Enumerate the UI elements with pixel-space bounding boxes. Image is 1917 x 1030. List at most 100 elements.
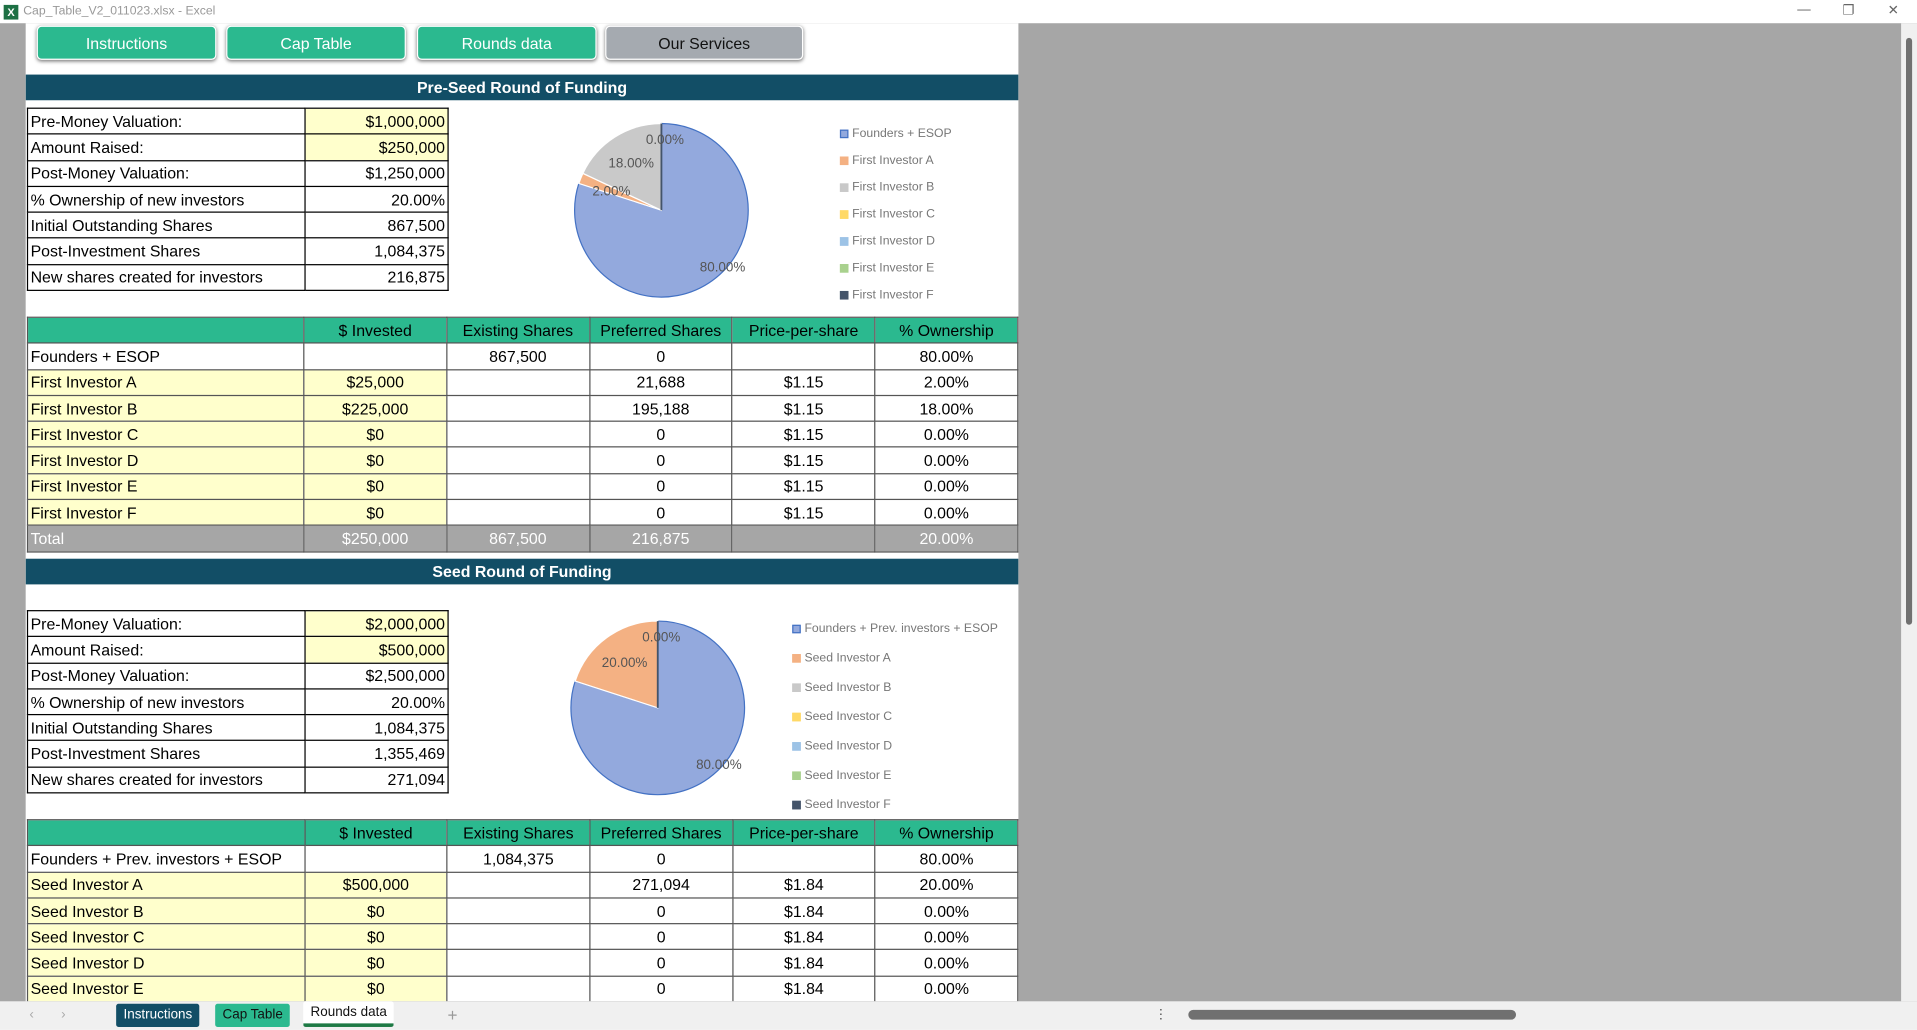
cap-table-button[interactable]: Cap Table — [226, 25, 406, 60]
table-row-cell: $1.15 — [731, 472, 876, 501]
minimize-icon[interactable]: — — [1797, 2, 1811, 18]
table-row-cell[interactable]: $0 — [303, 472, 448, 501]
info-value[interactable]: 20.00% — [304, 688, 449, 716]
total-row-cell: $250,000 — [303, 524, 448, 553]
sheet-tab-instructions[interactable]: Instructions — [116, 1003, 200, 1027]
table-row-cell[interactable]: Seed Investor E — [26, 975, 306, 1002]
info-value[interactable]: 20.00% — [304, 185, 449, 213]
table-row-cell: 0 — [588, 342, 733, 370]
table-row-cell: 0 — [588, 446, 733, 475]
legend-swatch — [792, 770, 801, 780]
info-value[interactable]: 1,084,375 — [304, 714, 449, 742]
table-row-cell: 0 — [588, 472, 733, 501]
info-value[interactable]: 1,355,469 — [304, 740, 449, 768]
info-value[interactable]: $1,000,000 — [304, 107, 449, 135]
legend-label: First Investor F — [852, 287, 934, 302]
total-row-cell: 20.00% — [874, 524, 1019, 553]
add-sheet-button[interactable]: + — [447, 1004, 458, 1025]
info-label: Post-Investment Shares — [26, 740, 306, 768]
table-row-cell[interactable]: First Investor A — [26, 368, 305, 396]
legend-label: Seed Investor E — [804, 768, 892, 782]
info-value[interactable]: 216,875 — [304, 263, 449, 292]
table-row-cell[interactable] — [303, 342, 448, 370]
table-row-cell[interactable] — [304, 845, 448, 873]
table-row: First Investor F $0 0 $1.15 0.00% — [26, 498, 1019, 527]
our-services-button[interactable]: Our Services — [605, 25, 804, 60]
header-row-cell: % Ownership — [874, 819, 1019, 847]
table-row-cell: $1.15 — [731, 368, 876, 396]
table-row-cell[interactable]: First Investor E — [26, 472, 305, 501]
table-row-cell[interactable]: $0 — [303, 446, 448, 475]
table-row: Seed Investor B $0 0 $1.84 0.00% — [26, 897, 1019, 925]
rounds-data-button[interactable]: Rounds data — [416, 25, 597, 60]
header-row-cell — [26, 316, 305, 344]
table-row-cell[interactable]: Founders + ESOP — [26, 342, 305, 370]
info-label: Initial Outstanding Shares — [26, 714, 306, 742]
table-row-cell[interactable]: $25,000 — [303, 368, 448, 396]
next-sheet-icon[interactable]: › — [61, 1007, 66, 1023]
table-row-cell — [446, 975, 591, 1002]
pie-data-label: 20.00% — [602, 655, 648, 670]
table-row-cell: 867,500 — [445, 342, 590, 370]
horizontal-scroll-thumb[interactable] — [1188, 1009, 1516, 1020]
restore-icon[interactable]: ❐ — [1842, 3, 1855, 19]
table-row-cell — [446, 923, 591, 951]
table-row-cell[interactable]: First Investor B — [26, 394, 305, 423]
total-row-cell: 216,875 — [588, 524, 733, 553]
total-row-cell — [731, 524, 876, 553]
table-row-cell[interactable]: $225,000 — [303, 394, 448, 423]
info-value[interactable]: 1,084,375 — [304, 237, 449, 266]
table-row-cell: $1.15 — [731, 498, 876, 527]
info-value[interactable]: $2,000,000 — [304, 610, 449, 638]
info-value[interactable]: $250,000 — [304, 133, 449, 161]
sheet-tab-rounds-data[interactable]: Rounds data — [303, 1001, 395, 1027]
legend-item: First Investor A — [839, 147, 952, 174]
table-row-cell[interactable]: Seed Investor C — [26, 923, 306, 951]
table-row-cell: 0.00% — [874, 949, 1019, 977]
more-options-icon[interactable]: ⋮ — [1154, 1007, 1168, 1023]
info-value[interactable]: 867,500 — [304, 211, 449, 240]
table-row-cell — [445, 472, 590, 501]
info-label: Pre-Money Valuation: — [26, 107, 306, 135]
table-row-cell[interactable]: Seed Investor A — [26, 871, 306, 899]
legend-swatch — [839, 263, 849, 273]
close-icon[interactable]: ✕ — [1887, 3, 1899, 19]
legend-item: Founders + ESOP — [839, 120, 952, 147]
table-row-cell[interactable]: $0 — [304, 923, 448, 951]
table-row-cell: $1.15 — [731, 446, 876, 475]
table-row-cell[interactable]: $500,000 — [304, 871, 448, 899]
table-row-cell[interactable]: $0 — [303, 420, 448, 449]
table-row-cell[interactable]: Seed Investor B — [26, 897, 306, 925]
table-row-cell[interactable]: $0 — [304, 949, 448, 977]
table-row-cell: 0.00% — [874, 472, 1019, 501]
table-row-cell[interactable]: $0 — [303, 498, 448, 527]
info-value[interactable]: 271,094 — [304, 766, 449, 794]
table-row-cell[interactable]: First Investor F — [26, 498, 305, 527]
table-row-cell: $1.15 — [731, 394, 876, 423]
table-row: Seed Investor A $500,000 271,094 $1.84 20.00… — [26, 871, 1019, 899]
prev-sheet-icon[interactable]: ‹ — [29, 1007, 34, 1023]
header-row-cell — [26, 819, 306, 847]
info-row: Initial Outstanding Shares 1,084,375 — [26, 714, 449, 742]
table-row-cell[interactable]: $0 — [304, 975, 448, 1002]
info-value[interactable]: $2,500,000 — [304, 662, 449, 690]
table-row-cell[interactable]: $0 — [304, 897, 448, 925]
pie-data-label: 2.00% — [592, 183, 630, 198]
table-row-cell[interactable]: Seed Investor D — [26, 949, 306, 977]
info-value[interactable]: $500,000 — [304, 636, 449, 664]
table-row: First Investor B $225,000 195,188 $1.15 18.0… — [26, 394, 1019, 423]
legend-item: First Investor E — [839, 254, 952, 281]
table-row-cell[interactable]: First Investor D — [26, 446, 305, 475]
instructions-button[interactable]: Instructions — [36, 25, 217, 60]
sheet-tab-cap-table[interactable]: Cap Table — [215, 1003, 291, 1027]
vertical-scroll-thumb[interactable] — [1906, 37, 1913, 625]
legend-label: First Investor E — [852, 261, 935, 275]
table-row: Seed Investor D $0 0 $1.84 0.00% — [26, 949, 1019, 977]
vertical-scrollbar[interactable] — [1901, 23, 1917, 1002]
table-row-cell[interactable]: Founders + Prev. investors + ESOP — [26, 845, 306, 873]
table-row-cell[interactable]: First Investor C — [26, 420, 305, 449]
info-value[interactable]: $1,250,000 — [304, 159, 449, 187]
pie-data-label: 0.00% — [646, 132, 684, 147]
table-row-cell: 0 — [588, 498, 733, 527]
table-row: First Investor A $25,000 21,688 $1.15 2.00% — [26, 368, 1019, 396]
